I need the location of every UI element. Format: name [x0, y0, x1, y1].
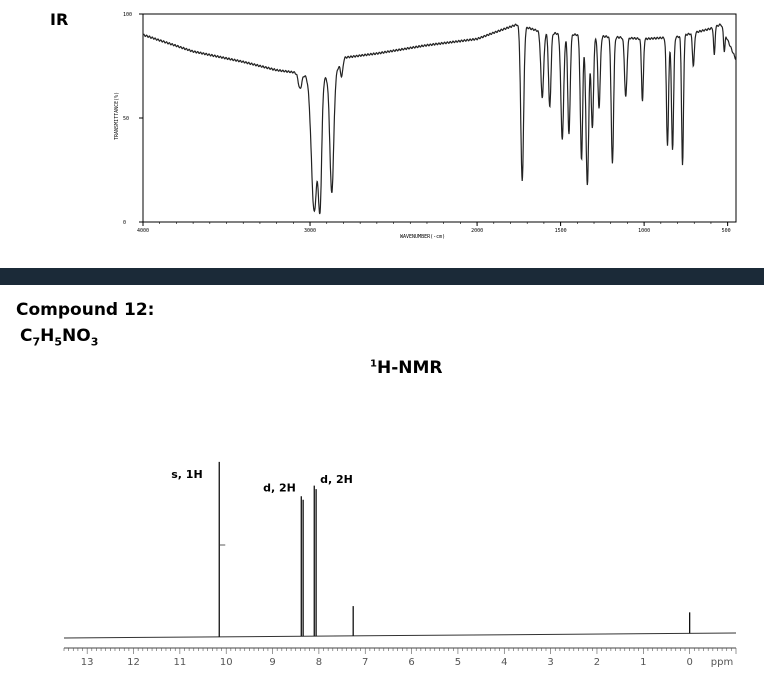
nmr-x-tick-label: 6 [408, 657, 414, 668]
ir-y-axis-label: TRANSMITTANCE(%) [114, 92, 120, 140]
ir-x-tick-label: 1000 [638, 228, 650, 234]
section-divider [0, 268, 764, 285]
ir-x-tick-label: 2000 [471, 228, 483, 234]
nmr-x-tick-label: 3 [547, 657, 553, 668]
nmr-spectrum-chart: 13 12 11 10 9 8 7 6 5 4 3 2 1 0 ppm s, 1Hd, 2Hd, 2H [63, 461, 737, 668]
nmr-x-tick-label: 9 [269, 657, 275, 668]
nmr-x-tick-label: 0 [686, 657, 692, 668]
ir-plot-frame [142, 13, 737, 223]
ir-x-tick-label: 3000 [304, 228, 316, 234]
nmr-peak-label: s, 1H [171, 468, 202, 481]
compound-title: Compound 12: [16, 300, 155, 320]
nmr-axis: 13 12 11 10 9 8 7 6 5 4 3 2 1 0 ppm [63, 632, 737, 668]
nmr-baseline [63, 632, 737, 639]
nmr-x-tick-label: 7 [362, 657, 368, 668]
ir-x-axis-label: WAVENUMBER(-cm) [400, 234, 445, 240]
nmr-x-tick-label: 1 [640, 657, 646, 668]
ir-y-tick-label: 100 [123, 12, 132, 18]
nmr-peaks [218, 461, 691, 637]
ir-x-tick-label: 1500 [555, 228, 567, 234]
nmr-x-tick-label: 4 [501, 657, 507, 668]
nmr-title: 1H-NMR [370, 358, 443, 378]
nmr-x-tick-label: 12 [127, 657, 140, 668]
nmr-peak-label: d, 2H [320, 473, 353, 486]
ir-y-tick-label: 0 [123, 220, 126, 226]
nmr-x-axis-label: ppm [711, 657, 733, 668]
ir-y-tick-label: 50 [123, 116, 129, 122]
molecular-formula: C7H5NO3 [20, 326, 99, 349]
nmr-x-tick-label: 11 [173, 657, 186, 668]
nmr-peak-labels: s, 1H d, 2H d, 2H [171, 468, 353, 495]
nmr-peak-label: d, 2H [263, 482, 296, 495]
nmr-x-tick-label: 2 [594, 657, 600, 668]
ir-spectrum-trace [142, 23, 737, 215]
ir-title: IR [50, 10, 69, 29]
nmr-x-tick-label: 8 [316, 657, 322, 668]
nmr-x-tick-label: 5 [455, 657, 461, 668]
ir-x-tick-label: 4000 [137, 228, 149, 234]
nmr-x-tick-label: 13 [81, 657, 94, 668]
nmr-x-tick-label: 10 [220, 657, 233, 668]
ir-x-tick-label: 500 [722, 228, 731, 234]
